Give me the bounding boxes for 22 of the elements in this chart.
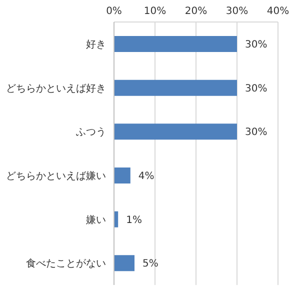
data-label: 30%: [245, 127, 268, 138]
y-tick-label: 好き: [86, 39, 106, 50]
y-tick-label: どちらかといえば好き: [6, 83, 106, 94]
x-tick-label: 0%: [106, 6, 122, 17]
y-tick-label: 食べたことがない: [26, 258, 106, 270]
y-tick-label: どちらかといえば嫌い: [6, 170, 106, 182]
data-label: 5%: [142, 258, 158, 270]
bar: [114, 36, 237, 52]
x-tick-label: 20%: [184, 6, 208, 17]
bar: [114, 168, 130, 184]
bar: [114, 80, 237, 96]
data-label: 30%: [245, 40, 268, 51]
data-label: 30%: [245, 83, 268, 94]
data-label: 4%: [138, 171, 154, 182]
y-tick-label: ふつう: [75, 127, 106, 138]
data-label: 1%: [126, 214, 142, 226]
y-tick-label: 嫌い: [86, 214, 106, 226]
bar: [114, 255, 134, 272]
x-tick-label: 30%: [226, 6, 248, 17]
x-tick-label: 10%: [144, 6, 166, 17]
x-tick-label: 40%: [266, 6, 290, 17]
bar: [114, 124, 237, 140]
